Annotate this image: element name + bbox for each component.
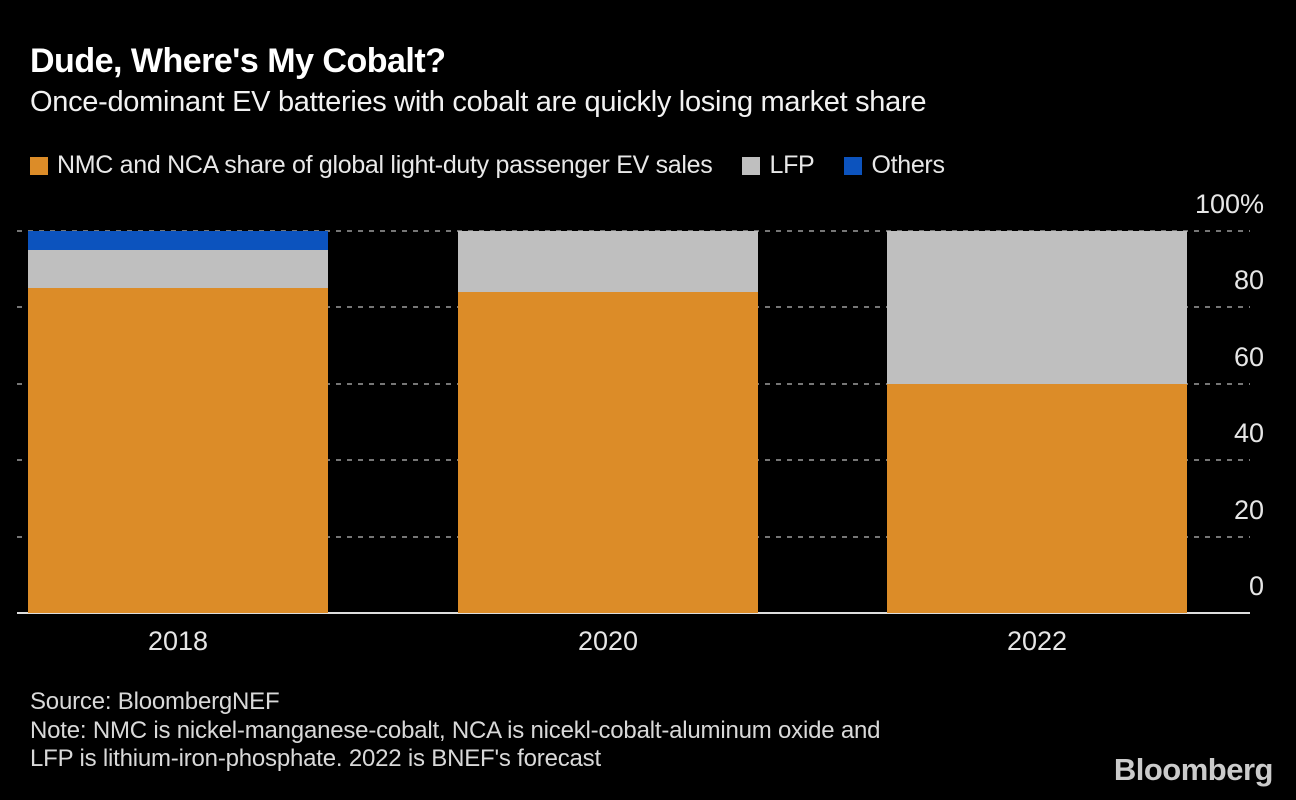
legend-label: Others [871,151,945,179]
bloomberg-logo: Bloomberg [1113,752,1274,787]
legend-item-0: NMC and NCA share of global light-duty p… [30,151,713,180]
chart-title: Dude, Where's My Cobalt? [30,42,446,80]
y-tick-label-80: 80 [1233,265,1264,295]
legend-swatch-icon [742,156,761,175]
bar-segment-2018-series0 [28,288,328,613]
bar-segment-2022-series1 [887,231,1187,384]
legend-label: NMC and NCA share of global light-duty p… [57,151,713,179]
y-tick-label-40: 40 [1233,418,1264,448]
source-text: Source: BloombergNEF [30,688,280,715]
y-tick-label-0: 0 [1248,571,1264,601]
note-text-line1: Note: NMC is nickel-manganese-cobalt, NC… [30,717,881,744]
note-text-line2: LFP is lithium-iron-phosphate. 2022 is B… [30,745,601,772]
legend-swatch-icon [844,156,863,175]
chart-legend: NMC and NCA share of global light-duty p… [30,151,975,180]
chart-subtitle: Once-dominant EV batteries with cobalt a… [30,86,927,118]
x-axis-baseline [17,612,1250,614]
legend-label: LFP [769,151,815,179]
bar-segment-2018-series1 [28,250,328,288]
bar-segment-2022-series0 [887,384,1187,613]
legend-swatch-icon [30,156,48,175]
y-tick-label-20: 20 [1233,495,1264,525]
bar-segment-2020-series0 [458,292,758,613]
legend-item-2: Others [844,151,945,180]
y-tick-label-60: 60 [1233,342,1264,372]
x-tick-label-2018: 2018 [147,626,209,656]
bar-segment-2018-series2 [28,231,328,250]
y-tick-label-100: 100% [1194,189,1264,219]
x-tick-label-2022: 2022 [1006,626,1068,656]
legend-item-1: LFP [742,151,815,180]
x-tick-label-2020: 2020 [577,626,639,656]
bar-segment-2020-series1 [458,231,758,292]
